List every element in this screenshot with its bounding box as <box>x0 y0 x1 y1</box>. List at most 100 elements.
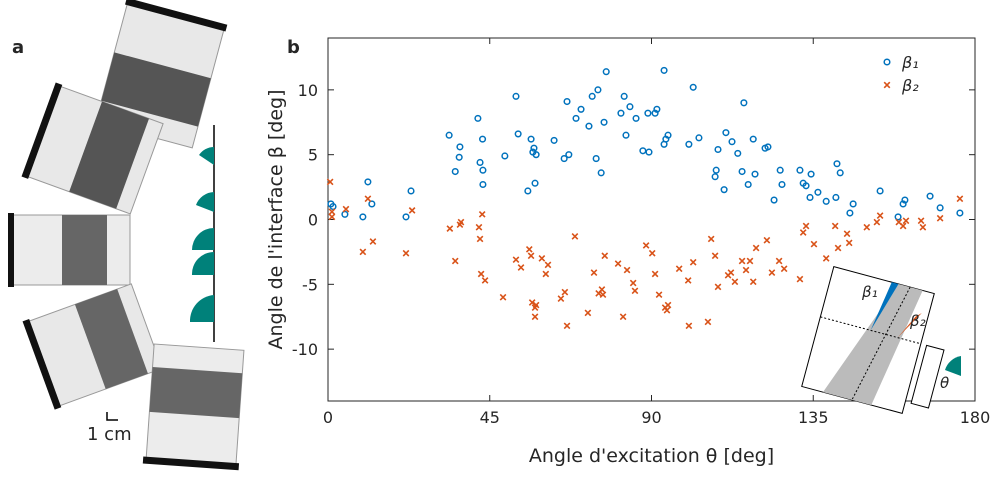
y-tick-label: 0 <box>308 211 318 230</box>
point <box>531 313 539 321</box>
point <box>775 257 783 265</box>
y-tick-label: 5 <box>308 146 318 165</box>
point <box>481 277 489 284</box>
point <box>711 173 719 181</box>
point <box>457 218 465 226</box>
point <box>592 155 600 163</box>
panel-label: b <box>287 37 300 58</box>
point <box>731 278 739 286</box>
point <box>517 264 525 271</box>
point <box>368 200 376 208</box>
point <box>329 202 337 211</box>
point <box>602 68 610 76</box>
point <box>532 301 540 309</box>
point <box>585 122 593 130</box>
point <box>642 242 650 249</box>
point <box>763 236 771 244</box>
point <box>597 169 605 177</box>
point <box>629 279 637 287</box>
point <box>956 195 964 203</box>
point <box>749 278 757 286</box>
point <box>660 66 668 74</box>
point <box>704 318 712 326</box>
point <box>550 136 558 144</box>
point <box>664 301 672 309</box>
legend-marker <box>883 58 891 66</box>
point <box>664 131 672 139</box>
point <box>695 134 703 142</box>
point <box>899 222 907 230</box>
point <box>899 200 907 208</box>
point <box>446 225 454 232</box>
x-tick-label: 180 <box>960 408 991 427</box>
point <box>364 195 372 203</box>
point <box>845 239 853 247</box>
x-tick-label: 135 <box>798 408 829 427</box>
point <box>689 258 697 266</box>
point <box>902 217 910 225</box>
point <box>822 255 830 262</box>
y-tick-label: -10 <box>292 340 318 359</box>
point <box>598 286 606 293</box>
point <box>614 260 622 267</box>
point <box>359 248 367 256</box>
point <box>936 204 944 212</box>
point <box>843 230 851 238</box>
point <box>919 223 927 231</box>
point <box>617 109 625 117</box>
point <box>584 309 592 317</box>
point <box>727 269 735 277</box>
point <box>532 151 540 159</box>
point <box>807 170 815 178</box>
point <box>810 240 818 248</box>
point <box>936 214 944 222</box>
point <box>479 135 487 143</box>
point <box>632 114 640 122</box>
point <box>594 86 602 94</box>
point <box>832 193 840 202</box>
point <box>752 244 760 252</box>
point <box>512 92 520 100</box>
point <box>328 213 336 221</box>
y-tick-label: 10 <box>298 81 318 100</box>
point <box>770 196 778 204</box>
point <box>814 188 822 196</box>
point <box>451 167 459 176</box>
panel-a-photos <box>8 0 245 471</box>
point <box>571 232 579 240</box>
point <box>402 249 410 257</box>
point <box>822 197 830 205</box>
point <box>894 213 902 221</box>
point <box>653 105 661 113</box>
point <box>407 187 415 195</box>
point <box>542 270 550 278</box>
point <box>689 83 697 91</box>
inset-label: β₂ <box>909 312 926 330</box>
point <box>601 252 609 260</box>
point <box>645 148 653 156</box>
point <box>525 245 533 253</box>
point <box>740 99 748 107</box>
point <box>623 266 631 274</box>
point <box>563 322 571 330</box>
plot: 0 45 90 135 180 -10 -5 0 5 10 Angle d'excitation θ… <box>265 37 991 467</box>
point <box>572 114 580 122</box>
point <box>778 180 786 189</box>
point <box>746 257 754 265</box>
point <box>648 249 656 257</box>
point <box>849 200 857 208</box>
point <box>876 187 884 195</box>
point <box>873 218 881 226</box>
point <box>478 210 486 218</box>
point <box>685 322 693 330</box>
point <box>644 109 652 117</box>
point <box>512 256 520 264</box>
point <box>802 182 810 190</box>
point <box>796 166 804 174</box>
point <box>524 187 532 195</box>
point <box>720 186 728 194</box>
point <box>326 178 334 186</box>
point <box>600 118 608 126</box>
point <box>863 223 871 231</box>
point <box>712 166 720 174</box>
